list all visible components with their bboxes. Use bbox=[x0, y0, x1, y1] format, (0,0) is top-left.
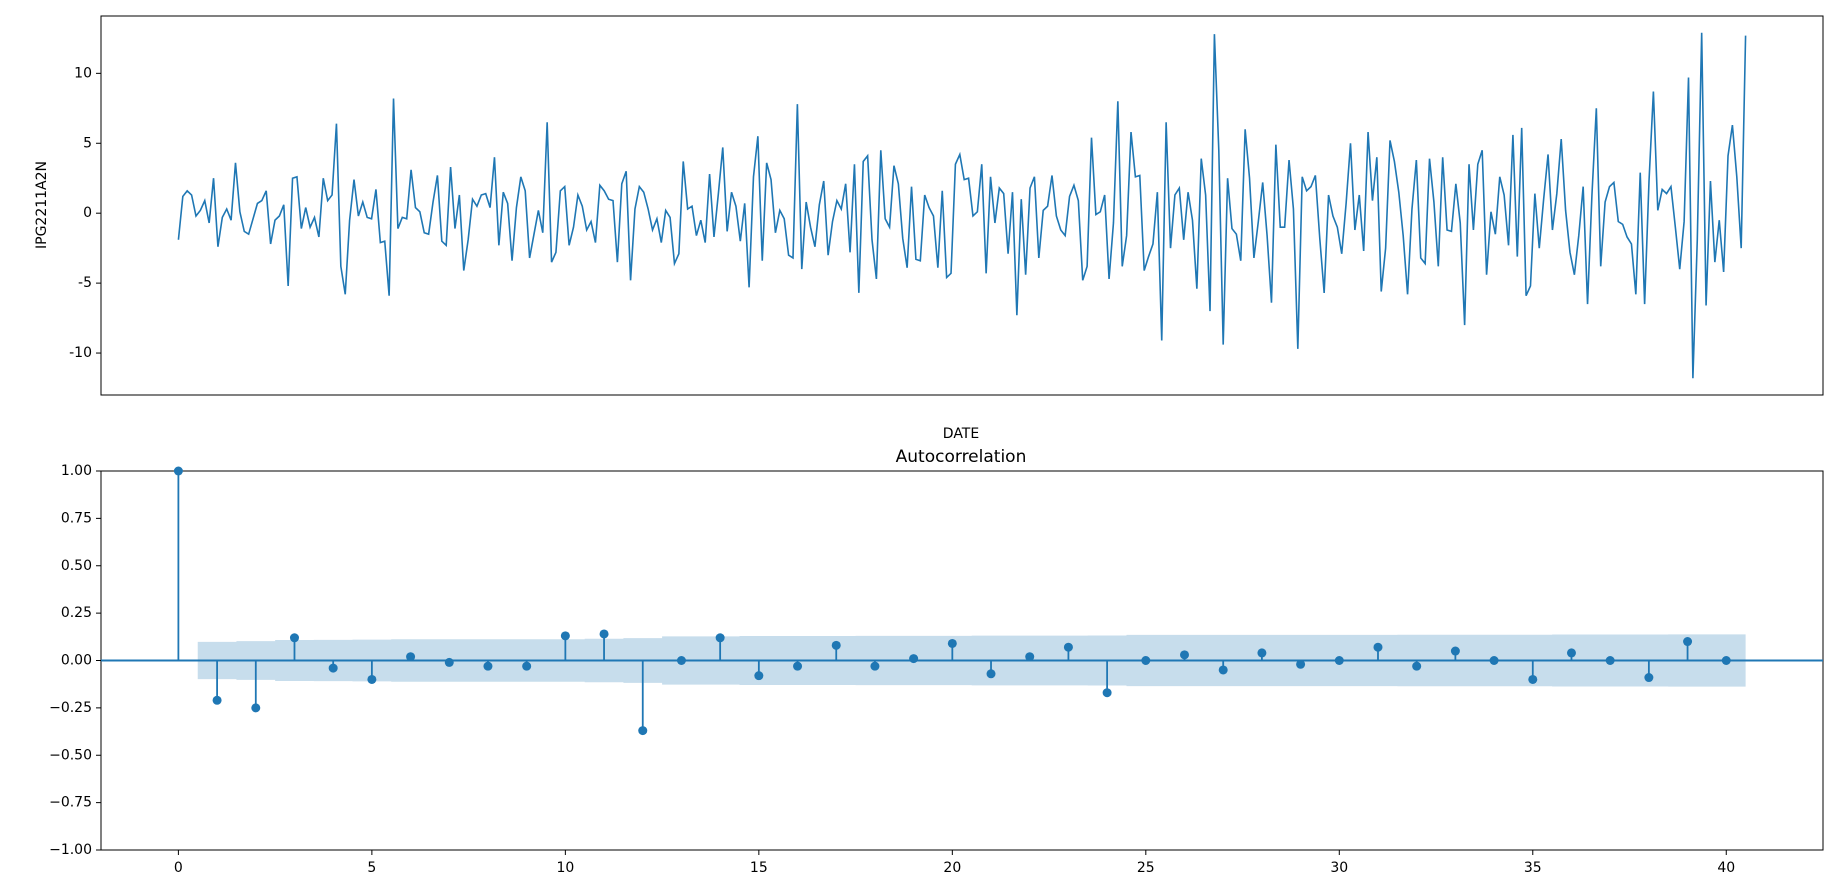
x-tick-label: 20 bbox=[943, 860, 961, 876]
y-tick-label: −0.50 bbox=[49, 747, 92, 763]
stem-marker bbox=[715, 633, 725, 643]
stem-marker bbox=[1373, 642, 1383, 652]
stem-marker bbox=[1063, 642, 1073, 652]
y-tick-label: −0.75 bbox=[49, 795, 92, 811]
stem-marker bbox=[638, 726, 648, 736]
stem-marker bbox=[212, 695, 222, 705]
x-axis-label: DATE bbox=[943, 426, 979, 442]
x-tick-label: 40 bbox=[1717, 860, 1735, 876]
stem-marker bbox=[1141, 656, 1151, 665]
y-tick-label: −1.00 bbox=[49, 842, 92, 858]
stem-marker bbox=[909, 654, 919, 664]
y-tick-label: 0.25 bbox=[61, 605, 92, 621]
stem-marker bbox=[1257, 648, 1267, 658]
stem-marker bbox=[1721, 656, 1731, 665]
x-tick-label: 15 bbox=[750, 860, 768, 876]
stem-marker bbox=[560, 631, 570, 641]
stem-marker bbox=[676, 656, 686, 665]
series-line bbox=[177, 32, 1747, 379]
stem-marker bbox=[289, 633, 299, 643]
stem-marker bbox=[1025, 652, 1035, 662]
stem-marker bbox=[1605, 656, 1615, 665]
y-tick-label: 0.00 bbox=[61, 653, 92, 669]
stem-marker bbox=[444, 657, 454, 667]
stem-marker bbox=[1218, 665, 1228, 675]
stem-marker bbox=[1334, 656, 1344, 665]
stem-marker bbox=[522, 661, 532, 671]
stem-marker bbox=[1644, 673, 1654, 683]
stem-marker bbox=[1412, 661, 1422, 671]
y-tick-label: -5 bbox=[78, 275, 92, 291]
y-tick-label: 1.00 bbox=[61, 463, 92, 479]
stem-marker bbox=[1566, 648, 1576, 658]
y-tick-label: −0.25 bbox=[49, 700, 92, 716]
stem-marker bbox=[1450, 646, 1460, 656]
stem-marker bbox=[367, 674, 377, 684]
stem-marker bbox=[599, 629, 609, 639]
stem-marker bbox=[1489, 656, 1499, 665]
stem-marker bbox=[1180, 650, 1190, 660]
axes-frame bbox=[100, 15, 1824, 396]
stem-marker bbox=[754, 671, 764, 681]
x-tick-label: 10 bbox=[556, 860, 574, 876]
stem-marker bbox=[251, 703, 261, 713]
y-tick-label: 5 bbox=[83, 135, 92, 151]
stem-marker bbox=[1528, 674, 1538, 684]
stem-marker bbox=[870, 661, 880, 671]
stem-marker bbox=[1683, 637, 1693, 647]
stem-marker bbox=[986, 669, 996, 679]
x-tick-label: 5 bbox=[367, 860, 376, 876]
y-axis-label: IPG2211A2N bbox=[34, 161, 50, 249]
y-tick-label: 0.75 bbox=[61, 510, 92, 526]
x-tick-label: 35 bbox=[1524, 860, 1542, 876]
stem-marker bbox=[406, 652, 416, 662]
y-tick-label: -10 bbox=[69, 345, 92, 361]
stem-marker bbox=[947, 638, 957, 648]
stem-marker bbox=[831, 640, 841, 650]
stem-marker bbox=[483, 661, 493, 671]
chart-title: Autocorrelation bbox=[896, 447, 1027, 467]
stem-marker bbox=[328, 663, 338, 673]
stem-marker bbox=[173, 466, 183, 476]
y-tick-label: 0 bbox=[83, 205, 92, 221]
y-tick-label: 10 bbox=[74, 65, 92, 81]
stem-marker bbox=[1296, 659, 1306, 669]
y-tick-label: 0.50 bbox=[61, 558, 92, 574]
stem-marker bbox=[1102, 688, 1112, 698]
x-tick-label: 25 bbox=[1137, 860, 1155, 876]
stem-marker bbox=[793, 661, 803, 671]
x-tick-label: 0 bbox=[174, 860, 183, 876]
x-tick-label: 30 bbox=[1330, 860, 1348, 876]
